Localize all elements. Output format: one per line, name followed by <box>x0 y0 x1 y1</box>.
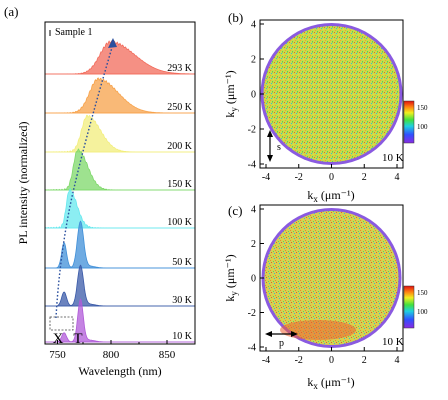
panel-c-hot-region <box>280 320 356 340</box>
temperature-label-250k: 250 K <box>167 102 193 113</box>
panel-c-xtick-label: 0 <box>329 355 334 366</box>
panel-b-xlabel: kx (μm⁻¹) <box>307 188 354 204</box>
panel-b-ylabel: ky (μm⁻¹) <box>223 70 239 117</box>
panel-c-ytick-label: 2 <box>251 239 256 250</box>
peak-label-x: X <box>53 331 64 347</box>
panel-b-colorbar-tick-100: 100 <box>417 123 428 131</box>
panel-b-label: (b) <box>228 10 243 25</box>
panel-b-disk <box>263 26 400 162</box>
panel-c-xtick-label: 2 <box>362 355 367 366</box>
panel-a-label: (a) <box>4 4 18 19</box>
panel-c-ytick-label: 0 <box>251 274 256 285</box>
panel-b-temperature: 10 K <box>382 152 404 164</box>
temperature-label-200k: 200 K <box>167 141 193 152</box>
panel-c-ylabel: ky (μm⁻¹) <box>223 254 239 301</box>
temperature-label-150k: 150 K <box>167 179 193 190</box>
panel-c: (c) -4 -2 0 2 4 -4 -2 0 2 4 p 10 K 150 100 kx (μm… <box>223 203 428 391</box>
xtick-label-850: 850 <box>159 349 176 361</box>
panel-b-ytick-label: 4 <box>251 20 256 31</box>
panel-c-heatmap <box>261 208 402 348</box>
panel-c-xtick-label: 4 <box>395 355 400 366</box>
temperature-label-30k: 30 K <box>172 295 193 306</box>
panel-c-ytick-label: -2 <box>248 308 256 319</box>
panel-c-temperature: 10 K <box>382 336 404 348</box>
panel-b-heatmap <box>260 23 403 165</box>
panel-c-xtick-label: -4 <box>262 355 270 366</box>
panel-a-spectra <box>45 40 195 343</box>
peak-label-t: T <box>73 331 82 347</box>
panel-a-frame <box>44 21 196 345</box>
panel-c-xlabel: kx (μm⁻¹) <box>307 375 354 391</box>
panel-b-xtick-label: 2 <box>362 172 367 183</box>
polarization-arrow-s <box>267 130 273 162</box>
panel-b-ytick-label: -4 <box>248 160 256 171</box>
panel-b-ytick-label: 2 <box>251 55 256 66</box>
polarization-label-p: p <box>279 338 284 349</box>
panel-b-xtick-label: 0 <box>329 172 334 183</box>
panel-c-colorbar <box>403 285 415 329</box>
panel-b-colorbar-tick-150: 150 <box>417 104 428 112</box>
panel-b-ytick-label: 0 <box>251 90 256 101</box>
temperature-label-50k: 50 K <box>172 257 193 268</box>
temperature-label-10k: 10 K <box>172 331 193 342</box>
panel-c-colorbar-tick-150: 150 <box>417 289 428 297</box>
peak-shift-arrow <box>55 38 117 319</box>
panel-a-temperature-labels: 293 K 250 K 200 K 150 K 100 K 50 K 30 K 10 K <box>167 63 193 342</box>
panel-a-xlabel: Wavelength (nm) <box>78 364 161 378</box>
polarization-arrow-p <box>265 331 298 337</box>
temperature-label-293k: 293 K <box>167 63 193 74</box>
panel-a-xticks <box>57 340 168 344</box>
panel-b-colorbar <box>403 100 415 144</box>
panel-c-ticks: -4 -2 0 2 4 -4 -2 0 2 4 <box>248 205 400 367</box>
panel-c-ytick-label: -4 <box>248 343 256 354</box>
exciton-highlight-box <box>49 316 74 331</box>
xtick-label-800: 800 <box>103 349 120 361</box>
panel-c-disk <box>264 211 399 345</box>
panel-a-ylabel: PL intensity (normalized) <box>16 122 30 245</box>
panel-b-ticks: -4 -2 0 2 4 -4 -2 0 2 4 <box>248 20 400 184</box>
panel-c-label: (c) <box>228 203 242 218</box>
panel-a: (a) 293 K 250 K 200 K 150 K 100 K 50 K 30 K 10 … <box>4 4 196 378</box>
panel-b: (b) -4 -2 0 2 4 -4 -2 0 2 4 s 10 K 150 100 kx (μm… <box>223 10 428 204</box>
panel-b-xtick-label: -4 <box>262 172 270 183</box>
panel-b-xtick-label: 4 <box>395 172 400 183</box>
panel-a-legend: Sample 1 <box>55 27 93 38</box>
panel-b-xtick-label: -2 <box>295 172 303 183</box>
panel-b-ytick-label: -2 <box>248 125 256 136</box>
temperature-label-100k: 100 K <box>167 217 193 228</box>
polarization-label-s: s <box>277 142 281 153</box>
panel-c-xtick-label: -2 <box>295 355 303 366</box>
panel-c-ytick-label: 4 <box>251 205 256 216</box>
panel-c-colorbar-tick-100: 100 <box>417 308 428 316</box>
xtick-label-750: 750 <box>49 349 66 361</box>
